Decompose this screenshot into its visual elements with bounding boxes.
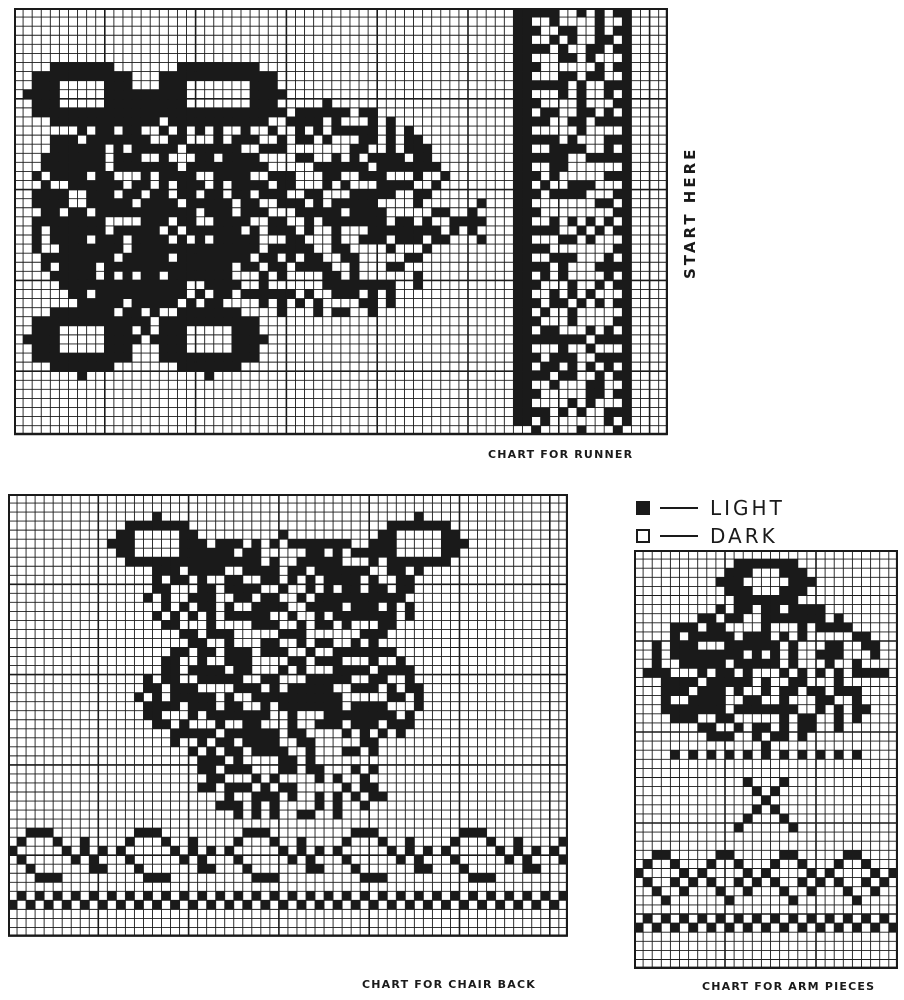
runner-caption: CHART FOR RUNNER [488, 448, 633, 461]
arm-cells [634, 559, 898, 932]
empty-square-icon [636, 529, 650, 543]
runner-grid [14, 8, 668, 436]
legend-light: LIGHT [636, 496, 785, 520]
chair-back-caption: CHART FOR CHAIR BACK [362, 978, 536, 991]
arm-pieces-grid [634, 550, 898, 970]
chair-back-grid [8, 494, 568, 942]
dash-icon [660, 507, 698, 509]
chair-back-chart [8, 494, 568, 942]
start-here-label: START HERE [681, 159, 699, 279]
dash-icon [660, 535, 698, 537]
legend-dark-label: DARK [710, 524, 778, 548]
runner-chart [14, 8, 668, 436]
arm-pieces-caption: CHART FOR ARM PIECES [702, 980, 875, 993]
filled-square-icon [636, 501, 650, 515]
arm-pieces-chart [634, 550, 898, 970]
legend-light-label: LIGHT [710, 496, 785, 520]
legend-dark: DARK [636, 524, 778, 548]
